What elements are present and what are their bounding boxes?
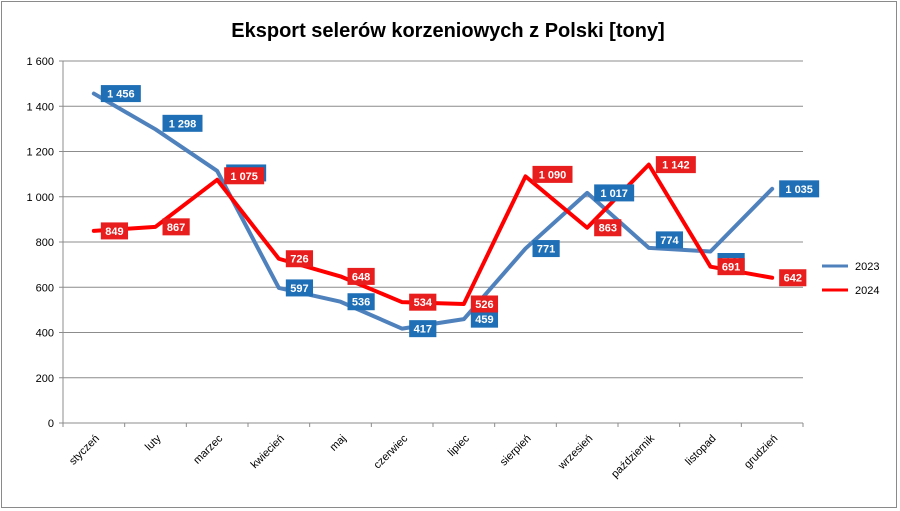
x-tick-label: czerwiec	[372, 432, 411, 471]
x-tick-label: luty	[143, 432, 164, 453]
data-label-box	[100, 222, 129, 240]
data-label: 849	[105, 226, 123, 238]
y-tick-label: 1 600	[26, 56, 54, 68]
data-label-box	[162, 218, 190, 236]
legend-label: 2023	[855, 261, 879, 273]
data-label: 1 090	[539, 169, 567, 181]
legend: 2023 2024	[822, 261, 879, 297]
data-label: 1 142	[662, 160, 690, 172]
x-tick-label: kwiecień	[249, 433, 287, 471]
data-label: 726	[290, 254, 308, 266]
data-label-box	[655, 231, 684, 249]
data-label-box	[100, 85, 141, 103]
data-label: 691	[722, 262, 740, 274]
y-tick-label: 600	[36, 282, 54, 294]
x-tick-label: październik	[609, 432, 657, 480]
data-label: 867	[167, 222, 185, 234]
y-tick-label: 800	[36, 237, 54, 249]
data-label: 1 456	[107, 89, 135, 101]
x-tick-label: marzec	[191, 432, 225, 466]
data-label-box	[532, 165, 573, 183]
data-label: 863	[599, 223, 617, 235]
y-tick-label: 1 400	[26, 101, 54, 113]
data-label-box	[470, 295, 499, 313]
data-label: 648	[352, 271, 370, 283]
data-label: 536	[352, 297, 370, 309]
data-label: 534	[414, 297, 433, 309]
data-label-box	[594, 184, 635, 202]
x-tick-label: wrzesień	[555, 433, 595, 473]
data-label: 459	[475, 314, 493, 326]
data-label: 417	[414, 324, 432, 336]
y-tick-label: 1 000	[26, 192, 54, 204]
legend-label: 2024	[855, 285, 879, 297]
data-label: 1 298	[169, 118, 197, 130]
data-label: 1 017	[600, 188, 628, 200]
data-label: 526	[475, 299, 493, 311]
x-tick-label: listopad	[683, 433, 718, 468]
data-label: 771	[537, 244, 555, 256]
x-axis: styczeń luty marzec kwiecień maj czerwiec lipi…	[62, 423, 804, 480]
data-label-box	[779, 180, 820, 198]
data-label-box	[162, 114, 203, 132]
x-tick-label: sierpień	[498, 433, 534, 469]
data-label-box	[409, 293, 437, 311]
data-label-box	[532, 240, 560, 258]
data-label-box	[779, 269, 807, 287]
data-label-box	[717, 258, 745, 276]
y-tick-label: 1 200	[26, 147, 54, 159]
y-tick-label: 0	[48, 418, 54, 430]
data-label: 1 035	[785, 184, 813, 196]
data-label-box	[285, 250, 314, 268]
chart-title: Eksport selerów korzeniowych z Polski [t…	[231, 20, 664, 42]
data-label-box	[409, 320, 437, 338]
y-tick-label: 400	[36, 328, 54, 340]
x-tick-label: lipiec	[446, 432, 473, 459]
data-label-box	[347, 293, 375, 311]
data-label-box	[594, 219, 622, 237]
data-label: 1 075	[230, 171, 258, 183]
y-axis: 0 200 400 600 800 1 000 1 200 1 400 1 600	[26, 56, 64, 430]
x-tick-label: maj	[328, 433, 349, 454]
data-label: 642	[784, 273, 802, 285]
data-label: 774	[660, 235, 679, 247]
data-label-box	[285, 279, 314, 297]
data-label: 597	[290, 283, 308, 295]
data-label-box	[470, 310, 499, 328]
x-tick-label: styczeń	[67, 433, 102, 468]
y-tick-label: 200	[36, 373, 54, 385]
data-label-box	[224, 167, 265, 185]
data-label-box	[347, 267, 375, 285]
x-tick-label: grudzień	[742, 433, 780, 471]
data-label-box	[655, 156, 696, 174]
